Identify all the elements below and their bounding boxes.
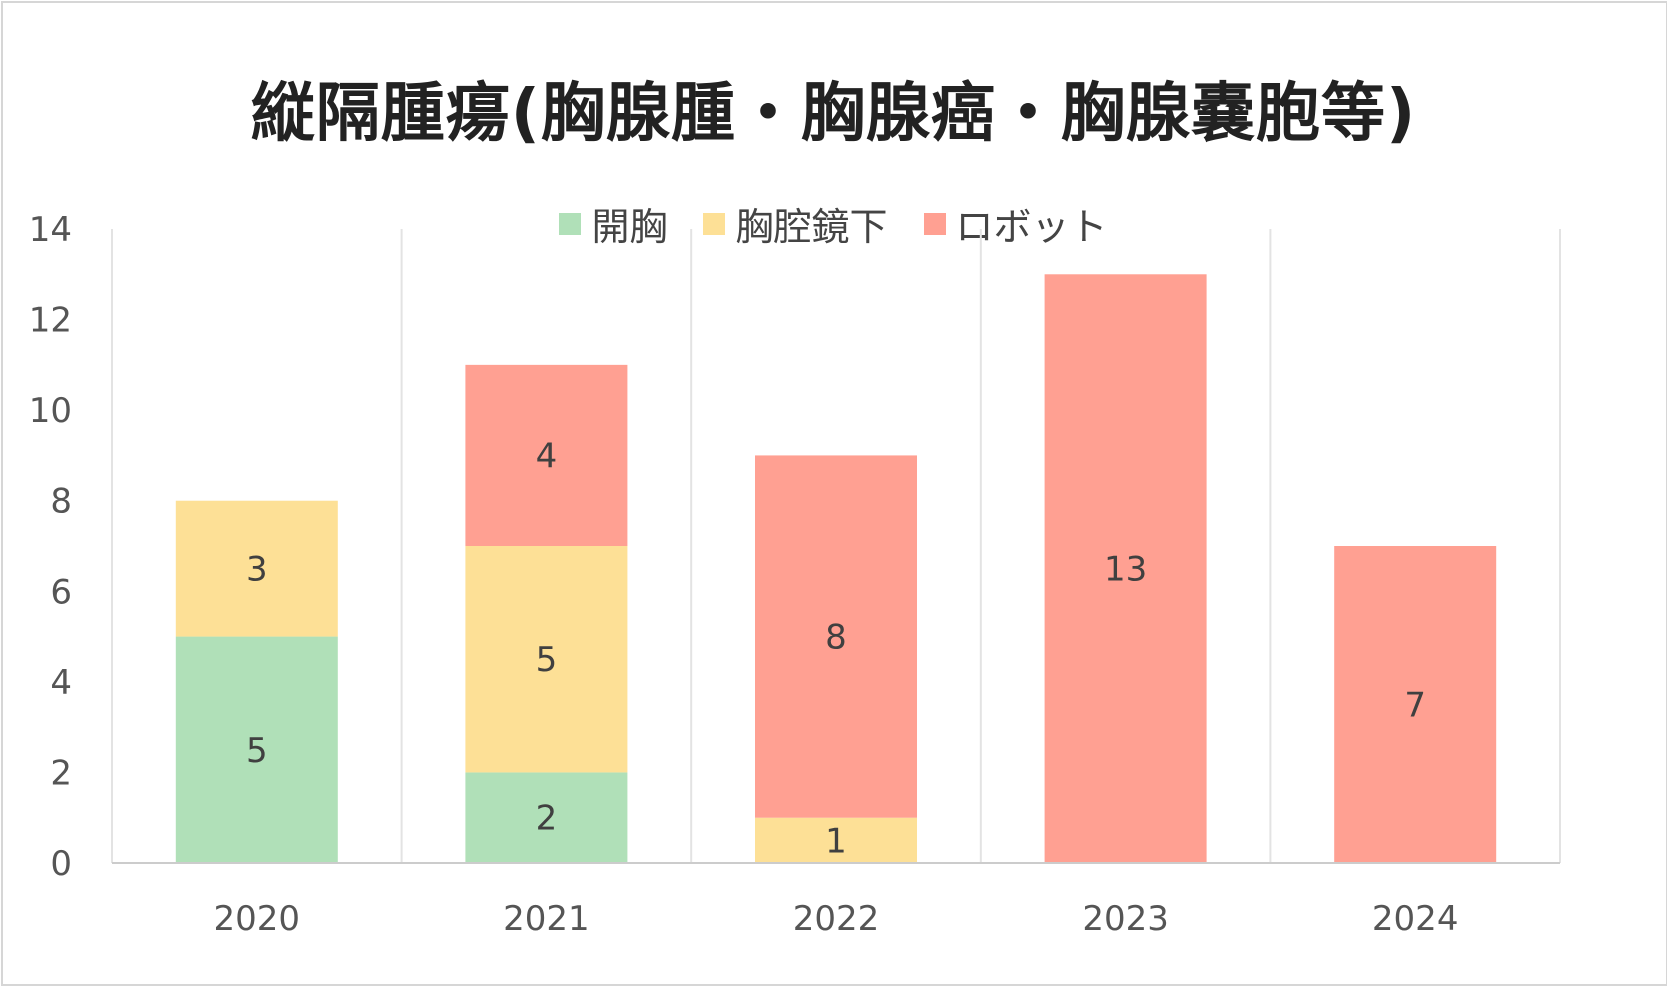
data-label: 7 — [1404, 686, 1426, 726]
legend-item-robot: ロボット — [923, 196, 1108, 251]
legend-item-open-chest: 開胸 — [559, 196, 667, 251]
y-tick-label: 6 — [50, 572, 72, 612]
legend-swatch-open-chest — [559, 212, 582, 235]
bar-segment — [175, 500, 338, 637]
legend: 開胸 胸腔鏡下 ロボット — [0, 196, 1667, 251]
bar-segment — [755, 455, 917, 818]
data-label: 5 — [536, 640, 558, 680]
bar-segment — [465, 364, 628, 546]
data-label: 1 — [825, 821, 847, 861]
chart-title: 縦隔腫瘍(胸腺腫・胸腺癌・胸腺嚢胞等) — [250, 77, 1417, 151]
data-label: 5 — [246, 731, 268, 771]
data-label: 8 — [825, 618, 847, 658]
data-label: 4 — [536, 436, 558, 476]
y-tick-label: 10 — [29, 391, 72, 431]
bar-segment — [755, 817, 917, 863]
legend-label-open-chest: 開胸 — [591, 205, 668, 249]
bar-segment — [1334, 546, 1497, 863]
x-tick-label: 2024 — [1372, 899, 1459, 939]
legend-label-thoracoscopic: 胸腔鏡下 — [735, 205, 888, 249]
y-tick-label: 4 — [50, 663, 72, 703]
data-label: 2 — [536, 799, 558, 839]
data-label: 13 — [1104, 550, 1147, 590]
x-tick-label: 2020 — [214, 899, 301, 939]
y-tick-label: 2 — [50, 753, 72, 793]
x-tick-label: 2021 — [503, 899, 590, 939]
x-tick-label: 2022 — [793, 899, 880, 939]
legend-item-thoracoscopic: 胸腔鏡下 — [703, 196, 888, 251]
bar-segment — [465, 546, 628, 773]
x-tick-label: 2023 — [1082, 899, 1169, 939]
legend-swatch-robot — [923, 212, 946, 235]
y-tick-label: 0 — [50, 844, 72, 884]
bar-segment — [1044, 274, 1207, 863]
y-tick-label: 8 — [50, 482, 72, 522]
bar-segment — [175, 636, 338, 863]
y-tick-label: 14 — [29, 210, 72, 250]
y-tick-label: 12 — [29, 301, 72, 341]
data-label: 3 — [246, 550, 268, 590]
bar-segment — [465, 772, 628, 863]
legend-swatch-thoracoscopic — [703, 212, 726, 235]
